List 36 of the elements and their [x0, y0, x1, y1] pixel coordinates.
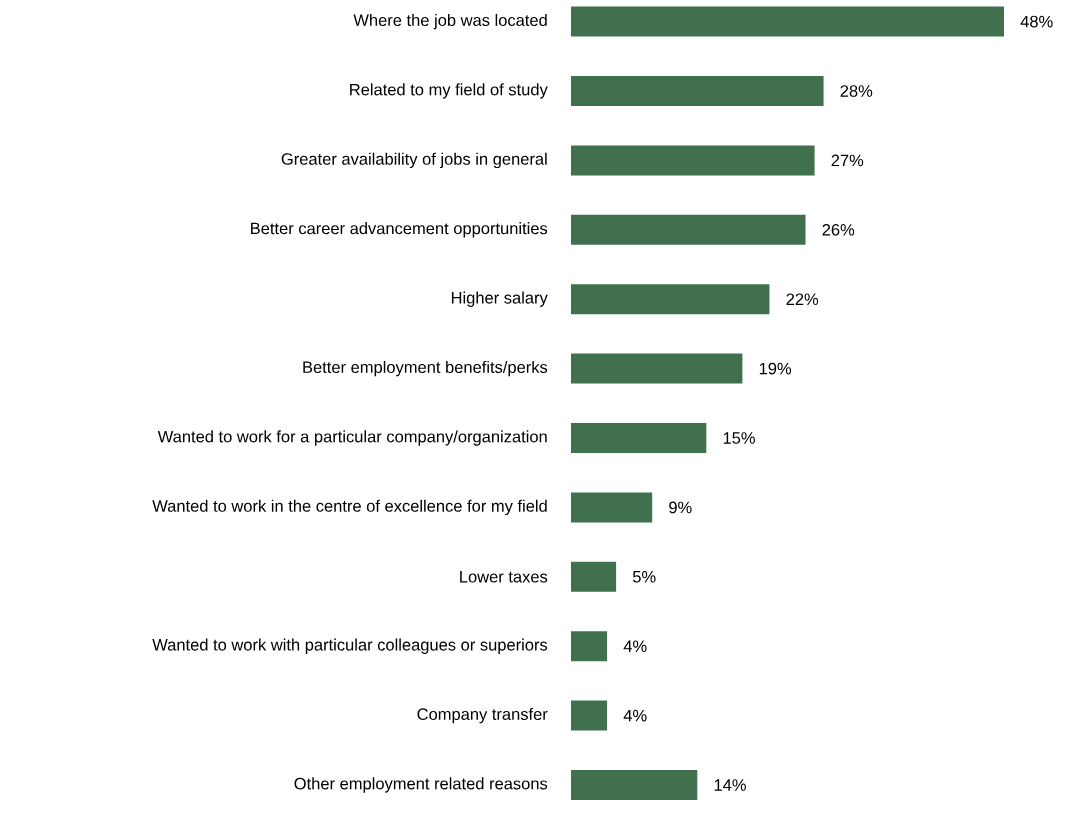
y-tick-label: Wanted to work in the centre of excellence for my field [152, 499, 547, 516]
y-tick-label: Where the job was located [353, 13, 547, 30]
y-tick-label: Company transfer [417, 707, 548, 724]
bar [571, 631, 608, 662]
bar [571, 700, 608, 731]
y-tick-label: Better employment benefits/perks [303, 360, 548, 377]
y-tick-label: Higher salary [451, 291, 548, 307]
bar [571, 76, 824, 106]
data-label: 15% [723, 432, 755, 444]
data-label: 22% [786, 293, 819, 306]
y-tick-label: Other employment related reasons [294, 777, 548, 793]
bar [571, 770, 698, 801]
y-tick-label: Better career advancement opportunities [251, 222, 548, 238]
bar [571, 6, 1005, 37]
bar [571, 423, 707, 454]
data-label: 27% [831, 154, 864, 167]
data-label: 14% [714, 779, 746, 791]
data-label: 48% [1020, 15, 1053, 28]
y-tick-label: Lower taxes [460, 571, 548, 583]
data-label: 5% [632, 571, 656, 583]
bar [571, 145, 815, 176]
bar [571, 561, 617, 592]
data-label: 19% [759, 362, 792, 375]
y-tick-label: Greater availability of jobs in general [281, 152, 547, 169]
y-tick-label: Related to my field of study [350, 83, 548, 99]
bar [571, 214, 806, 245]
data-label: 4% [623, 709, 647, 722]
y-tick-label: Wanted to work for a particular company/organization [157, 430, 547, 446]
bar [571, 492, 653, 523]
data-label: 9% [669, 501, 692, 514]
data-label: 26% [822, 223, 855, 236]
data-label: 28% [840, 85, 873, 97]
data-label: 4% [623, 640, 647, 652]
bar [571, 284, 770, 315]
y-tick-label: Wanted to work with particular colleagues or superiors [152, 638, 548, 654]
bar [571, 353, 743, 384]
